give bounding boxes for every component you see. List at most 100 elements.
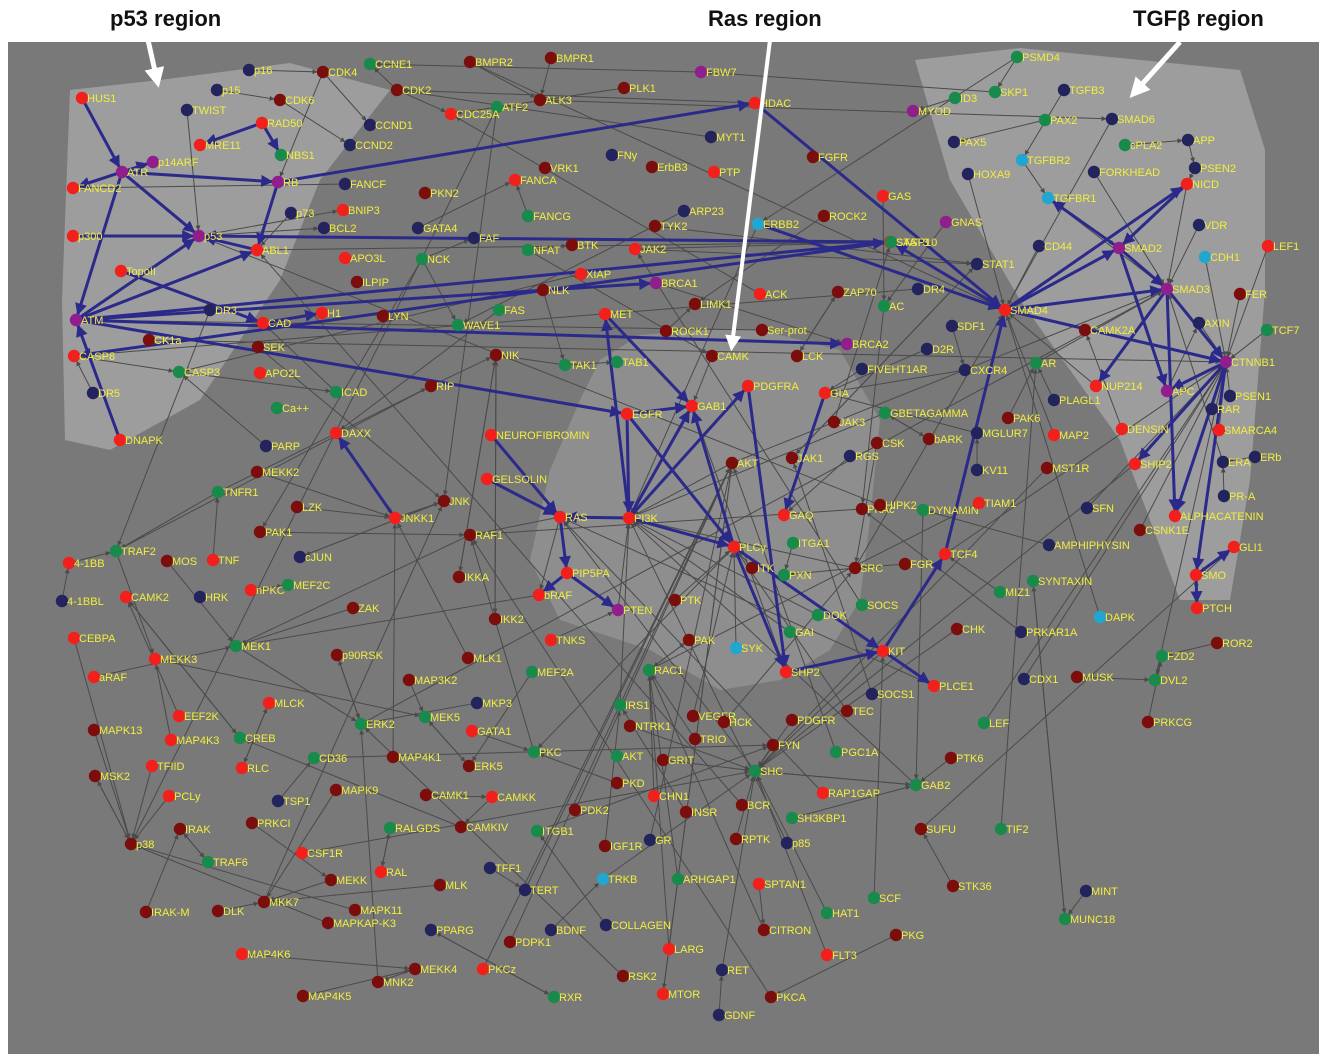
node-PLCγ: PLCγ — [727, 540, 766, 554]
node-marker — [338, 251, 352, 265]
node-label: MAPKAP-K3 — [333, 918, 396, 930]
edge-SMAD3-NUP214 — [1098, 292, 1165, 383]
node-marker — [916, 503, 930, 517]
edge-PLCγ-GAB1 — [691, 410, 734, 542]
node-marker — [521, 209, 535, 223]
node-marker — [388, 511, 402, 525]
node-label: ROR2 — [1222, 638, 1253, 650]
node-label: JNKK1 — [400, 513, 434, 525]
node-marker — [259, 439, 273, 453]
node-label: CITRON — [769, 925, 811, 937]
node-marker — [877, 299, 891, 313]
node-CAMK1: CAMK1 — [419, 788, 469, 802]
edge-SKP1-FBW7 — [706, 70, 990, 93]
edge-NICD-SMAD3 — [1166, 189, 1187, 284]
node-EEF2K: EEF2K — [172, 709, 220, 723]
node-marker — [613, 698, 627, 712]
node-label: 4-1BB — [74, 558, 105, 570]
node-GBETAGAMMA: GBETAGAMMA — [878, 406, 969, 420]
node-ICAD: ICAD — [329, 385, 367, 399]
node-PSEN2: PSEN2 — [1188, 161, 1236, 175]
node-label: PTK — [680, 595, 702, 607]
node-marker — [1001, 411, 1015, 425]
node-marker — [544, 51, 558, 65]
edge-MAP4K1-JNKK1 — [392, 523, 398, 752]
node-marker — [1105, 112, 1119, 126]
edge-BDNF-TRKB — [554, 882, 600, 927]
node-label: NUP214 — [1101, 381, 1143, 393]
edge-ATF2-p38 — [133, 112, 495, 840]
node-label: ROCK2 — [829, 211, 867, 223]
edge-RAS-RAF1 — [475, 517, 555, 536]
node-label: LEF — [989, 718, 1009, 730]
edge-TFF1-TERT — [494, 870, 521, 888]
node-label: RAD50 — [267, 118, 302, 130]
edge-MINT-MUNC18 — [1068, 895, 1083, 915]
edge-PKCz-AKT — [485, 467, 730, 964]
node-marker — [1070, 670, 1084, 684]
edge-RGS-GAQ — [788, 459, 846, 512]
node-marker — [707, 165, 721, 179]
node-label: SMAD4 — [1010, 305, 1048, 317]
node-DLK: DLK — [211, 904, 245, 918]
node-label: PTK6 — [956, 753, 984, 765]
node-PAK: PAK — [682, 633, 716, 647]
node-marker — [281, 578, 295, 592]
node-marker — [685, 399, 699, 413]
node-AXIN: AXIN — [1192, 316, 1230, 330]
edge-SMAD4-SMAD2 — [1009, 249, 1115, 309]
node-RAL: RAL — [374, 865, 407, 879]
node-marker — [1198, 250, 1212, 264]
edge-PI3K-GAB1 — [630, 410, 691, 514]
edge-GRIT-SHC — [668, 760, 750, 773]
node-MLCK: MLCK — [262, 696, 305, 710]
node-marker — [87, 723, 101, 737]
node-MAPK9: MAPK9 — [329, 783, 378, 797]
edge-GBETAGAMMA-PI3K — [634, 414, 880, 517]
edge-TIAM1-RAC1 — [653, 505, 974, 668]
node-label: DOK — [823, 610, 848, 622]
node-RAD50: RAD50 — [255, 116, 302, 130]
edge-Ser-prot-ATM — [81, 317, 757, 331]
node-label: SMAD2 — [1124, 243, 1162, 255]
edge-CAD-H1 — [268, 309, 318, 324]
edge-MNK2-ERK2 — [359, 729, 379, 977]
node-label: EGFR — [632, 409, 663, 421]
node-marker — [752, 877, 766, 891]
node-label: NICD — [1192, 179, 1219, 191]
node-label: TCF4 — [950, 549, 978, 561]
edge-HDAC-SMAD4 — [758, 105, 1002, 308]
node-FYN: FYN — [766, 738, 800, 752]
edge-MTOR-AKT — [663, 468, 734, 989]
edge-MAPK13-p38 — [95, 735, 131, 839]
node-CSK: CSK — [870, 436, 905, 450]
node-marker — [160, 554, 174, 568]
node-marker — [1141, 715, 1155, 729]
node-SKP1: SKP1 — [988, 85, 1028, 99]
node-label: FGR — [910, 559, 933, 571]
node-LEF: LEF — [977, 716, 1009, 730]
node-IRAK: IRAK — [173, 822, 211, 836]
node-label: GAB1 — [697, 401, 726, 413]
node-PLAGL1: PLAGL1 — [1047, 393, 1101, 407]
node-marker — [574, 267, 588, 281]
edge-AKT-SMAD3 — [737, 290, 1162, 462]
node-label: cJUN — [305, 552, 332, 564]
node-marker — [66, 181, 80, 195]
node-label: SMAD3 — [1172, 284, 1210, 296]
node-label: DENSIN — [1127, 424, 1169, 436]
node-marker — [977, 716, 991, 730]
node-marker — [920, 342, 934, 356]
edge-ATM-EGFR — [81, 319, 623, 418]
edge-SMAD2-TGFBR1 — [1051, 200, 1115, 246]
node-MRE11: MRE11 — [193, 138, 241, 152]
edge-p16-CDK4 — [254, 69, 318, 75]
node-PIP5PA: PIP5PA — [560, 566, 610, 580]
node-marker — [1248, 450, 1262, 464]
node-cPLA2: cPLA2 — [1118, 138, 1162, 152]
node-ALK3: ALK3 — [533, 93, 572, 107]
node-marker — [270, 401, 284, 415]
node-label: MNK2 — [383, 977, 414, 989]
edge-TopoII-CAD — [126, 271, 259, 323]
edge-TAK1-NIK — [501, 354, 560, 365]
